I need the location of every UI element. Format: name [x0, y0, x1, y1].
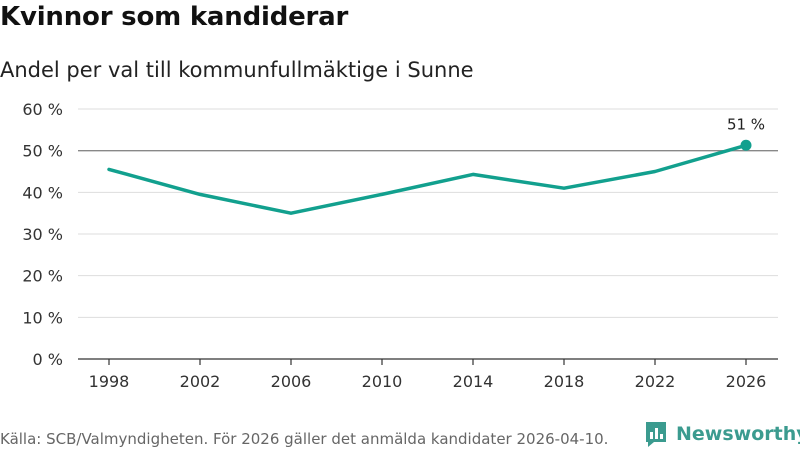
source-note: Källa: SCB/Valmyndigheten. För 2026 gäll…: [0, 430, 609, 448]
y-tick-label: 0 %: [33, 350, 63, 369]
y-tick-label: 50 %: [22, 142, 63, 161]
x-tick-label: 2022: [635, 372, 676, 391]
x-tick-label: 2010: [362, 372, 403, 391]
x-tick-label: 2026: [726, 372, 767, 391]
x-axis: 1998 2002 2006 2010 2014 2018 2022 2026: [89, 359, 767, 391]
chart-title: Kvinnor som kandiderar: [0, 2, 349, 32]
y-tick-label: 30 %: [22, 225, 63, 244]
brand-name: Newsworthy: [676, 423, 800, 445]
x-tick-label: 2002: [180, 372, 221, 391]
y-tick-label: 10 %: [22, 308, 63, 327]
line-chart: 0 % 10 % 20 % 30 % 40 % 50 % 60 % 1998 2002 2006…: [22, 100, 778, 391]
data-point-2026: [740, 139, 752, 151]
x-tick-label: 2014: [453, 372, 494, 391]
series-line: [107, 143, 748, 215]
data-label-2026: 51 %: [727, 115, 765, 133]
bar-chart-logo-icon: [646, 422, 666, 447]
chart-subtitle: Andel per val till kommunfullmäktige i S…: [0, 58, 474, 82]
brand-logo: Newsworthy: [644, 419, 800, 449]
x-tick-label: 2006: [271, 372, 312, 391]
series-layer: 51 %: [107, 115, 765, 215]
y-tick-label: 40 %: [22, 183, 63, 202]
y-tick-label: 20 %: [22, 267, 63, 286]
x-tick-label: 2018: [544, 372, 585, 391]
y-tick-label: 60 %: [22, 100, 63, 119]
x-tick-label: 1998: [89, 372, 130, 391]
gridlines: [78, 108, 778, 360]
y-axis: 0 % 10 % 20 % 30 % 40 % 50 % 60 %: [22, 100, 63, 369]
